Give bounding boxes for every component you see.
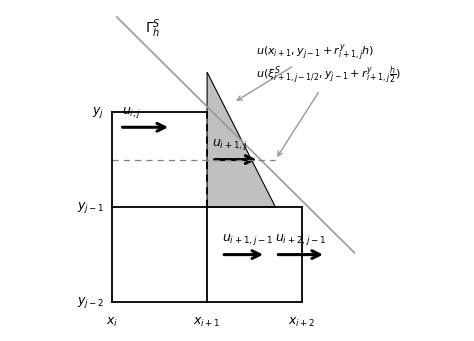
Text: $u_{i+1,j}$: $u_{i+1,j}$	[212, 137, 247, 152]
Text: $u(\xi^S_{i+1,j-1/2}, y_{j-1} + r^y_{i+1,j}\frac{h}{2})$: $u(\xi^S_{i+1,j-1/2}, y_{j-1} + r^y_{i+1…	[256, 64, 401, 156]
Polygon shape	[207, 72, 275, 207]
Text: $x_{i+1}$: $x_{i+1}$	[193, 316, 221, 329]
Text: $x_{i+2}$: $x_{i+2}$	[288, 316, 316, 329]
Text: $u_{i+1,j-1}$: $u_{i+1,j-1}$	[222, 232, 273, 247]
Text: $\Gamma_h^S$: $\Gamma_h^S$	[146, 17, 161, 40]
Text: $y_{j-1}$: $y_{j-1}$	[77, 199, 104, 214]
Text: $x_i$: $x_i$	[106, 316, 118, 329]
Text: $u_{i+2,j-1}$: $u_{i+2,j-1}$	[275, 232, 327, 247]
Text: $u_{i,j}$: $u_{i,j}$	[121, 105, 141, 120]
Text: $u(x_{i+1}, y_{j-1} + r^y_{i+1,j}h)$: $u(x_{i+1}, y_{j-1} + r^y_{i+1,j}h)$	[237, 42, 374, 100]
Text: $y_{j-2}$: $y_{j-2}$	[77, 295, 104, 310]
Text: $y_j$: $y_j$	[92, 105, 104, 120]
